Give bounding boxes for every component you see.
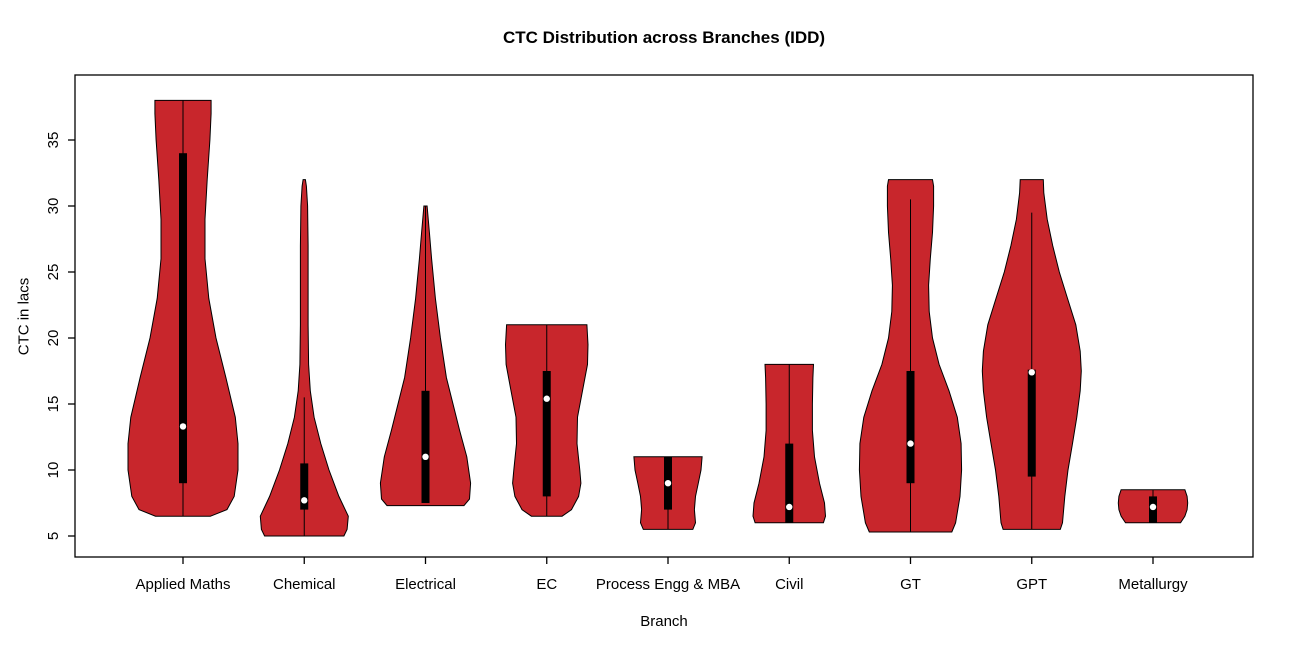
x-tick-label: Civil xyxy=(775,576,803,593)
violin-process-engg-mba xyxy=(633,456,703,530)
x-tick-label: Electrical xyxy=(395,576,456,593)
y-tick-label: 25 xyxy=(45,264,62,281)
violin-civil xyxy=(752,363,827,524)
median-dot xyxy=(1149,503,1157,511)
violin-metallurgy xyxy=(1117,489,1189,524)
median-dot xyxy=(786,503,793,511)
y-tick-label: 5 xyxy=(45,532,62,540)
violin-ec xyxy=(504,324,589,517)
iqr-box xyxy=(300,463,309,510)
violin-applied-maths xyxy=(127,99,239,517)
y-tick-label: 35 xyxy=(45,132,62,149)
y-tick-label: 15 xyxy=(45,396,62,413)
x-axis-label: Branch xyxy=(640,613,688,630)
y-tick-label: 30 xyxy=(45,198,62,215)
iqr-box xyxy=(1027,369,1036,477)
chart-title: CTC Distribution across Branches (IDD) xyxy=(502,28,826,47)
x-tick-label: GPT xyxy=(1016,576,1047,593)
iqr-box xyxy=(906,371,915,484)
x-tick-label: EC xyxy=(536,576,557,593)
median-dot xyxy=(179,423,187,430)
y-axis-label: CTC in lacs xyxy=(15,277,33,356)
x-tick-label: Chemical xyxy=(273,576,336,593)
violin-gpt xyxy=(981,179,1082,530)
violin-chemical xyxy=(259,179,349,537)
plot-border xyxy=(74,74,1254,558)
y-tick-label: 20 xyxy=(45,330,62,347)
x-tick-label: GT xyxy=(900,576,921,593)
iqr-box xyxy=(785,443,794,523)
y-tick-label: 10 xyxy=(45,462,62,479)
median-dot xyxy=(301,497,308,504)
median-dot xyxy=(907,440,914,447)
violin-body xyxy=(259,179,349,537)
iqr-box xyxy=(421,390,430,503)
iqr-box xyxy=(179,153,187,484)
x-tick-label: Metallurgy xyxy=(1118,576,1188,593)
median-dot xyxy=(543,395,550,402)
iqr-box xyxy=(542,371,551,497)
violin-electrical xyxy=(379,205,472,507)
x-tick-label: Applied Maths xyxy=(135,576,230,593)
median-dot xyxy=(422,453,429,460)
median-dot xyxy=(1028,369,1035,376)
violin-gt xyxy=(858,179,963,533)
median-dot xyxy=(664,480,672,487)
x-tick-label: Process Engg & MBA xyxy=(596,576,740,593)
